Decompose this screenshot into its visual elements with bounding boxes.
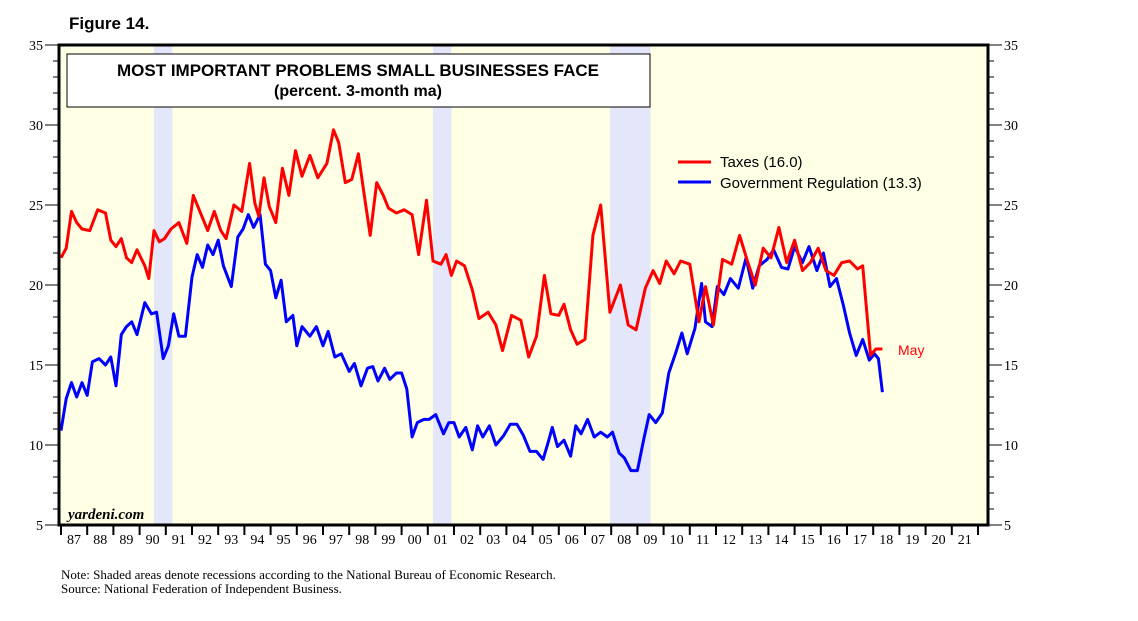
- legend-label-taxes: Taxes (16.0): [720, 154, 803, 171]
- x-tick-label: 04: [512, 533, 526, 548]
- series-layer: [59, 128, 884, 473]
- x-tick-label: 97: [329, 533, 343, 548]
- x-tick-label: 99: [381, 533, 395, 548]
- x-tick-label: 14: [774, 533, 788, 548]
- x-tick-label: 02: [460, 533, 474, 548]
- x-tick-label: 12: [722, 533, 736, 548]
- x-tick-label: 21: [958, 533, 972, 548]
- x-tick-label: 95: [277, 533, 291, 548]
- series-line-taxes: [59, 128, 883, 359]
- x-tick-label: 96: [303, 533, 317, 548]
- recession-note: Note: Shaded areas denote recessions acc…: [61, 567, 556, 582]
- x-tick-label: 07: [591, 533, 605, 548]
- x-tick-label: 09: [643, 533, 657, 548]
- chart-title: MOST IMPORTANT PROBLEMS SMALL BUSINESSES…: [117, 61, 599, 80]
- source-note: Source: National Federation of Independe…: [61, 581, 342, 596]
- plot-background: [59, 45, 988, 525]
- x-tick-label: 92: [198, 533, 212, 548]
- recession-band: [154, 45, 173, 525]
- recession-bands: [154, 45, 651, 525]
- x-tick-label: 08: [617, 533, 631, 548]
- x-tick-label: 10: [670, 533, 684, 548]
- notes: Note: Shaded areas denote recessions acc…: [61, 568, 556, 596]
- x-tick-label: 18: [879, 533, 893, 548]
- x-tick-label: 94: [250, 533, 264, 548]
- x-tick-label: 03: [486, 533, 500, 548]
- y-tick-label: 10: [29, 439, 43, 454]
- x-tick-label: 16: [827, 533, 841, 548]
- x-tick-label: 06: [565, 533, 579, 548]
- chart-subtitle: (percent. 3-month ma): [274, 83, 442, 100]
- legend: Taxes (16.0) Government Regulation (13.3…: [678, 154, 922, 192]
- y-tick-label: 5: [1004, 519, 1011, 534]
- recession-band: [609, 45, 651, 525]
- y-tick-label: 15: [29, 359, 43, 374]
- x-tick-label: 19: [905, 533, 919, 548]
- y-tick-label: 20: [29, 279, 43, 294]
- title-box: MOST IMPORTANT PROBLEMS SMALL BUSINESSES…: [66, 53, 651, 108]
- x-tick-label: 91: [172, 533, 186, 548]
- recession-band: [433, 45, 452, 525]
- x-tick-label: 13: [748, 533, 762, 548]
- x-tick-label: 89: [119, 533, 133, 548]
- x-tick-label: 20: [932, 533, 946, 548]
- y-tick-label: 20: [1004, 279, 1018, 294]
- figure-label: Figure 14.: [69, 14, 150, 33]
- y-tick-label: 10: [1004, 439, 1018, 454]
- x-tick-label: 15: [801, 533, 815, 548]
- x-tick-label: 88: [93, 533, 107, 548]
- x-tick-label: 01: [434, 533, 448, 548]
- y-tick-label: 5: [36, 519, 43, 534]
- y-tick-label: 15: [1004, 359, 1018, 374]
- x-tick-label: 11: [696, 533, 709, 548]
- end-annotation-may: May: [898, 342, 924, 358]
- y-tick-label: 30: [1004, 119, 1018, 134]
- x-tick-label: 90: [146, 533, 160, 548]
- y-tick-label: 35: [1004, 39, 1018, 54]
- legend-label-regulation: Government Regulation (13.3): [720, 175, 922, 192]
- x-tick-label: 93: [224, 533, 238, 548]
- x-tick-label: 87: [67, 533, 81, 548]
- watermark: yardeni.com: [66, 507, 144, 523]
- y-axis-right: 5 10 15 20 25 30 35: [988, 39, 1018, 534]
- x-axis: 87 88 89 90 91 92 93 94 95 96 97 98 99 00 01 02 03 04 05 06…: [60, 525, 979, 548]
- y-axis-left: 5 10 15 20 25 30 35: [29, 39, 59, 534]
- x-tick-label: 98: [355, 533, 369, 548]
- y-tick-label: 25: [1004, 199, 1018, 214]
- y-tick-label: 35: [29, 39, 43, 54]
- x-tick-label: 05: [539, 533, 553, 548]
- x-tick-label: 17: [853, 533, 867, 548]
- y-tick-label: 25: [29, 199, 43, 214]
- x-tick-label: 00: [408, 533, 422, 548]
- series-line-government-regulation: [59, 213, 884, 473]
- y-tick-label: 30: [29, 119, 43, 134]
